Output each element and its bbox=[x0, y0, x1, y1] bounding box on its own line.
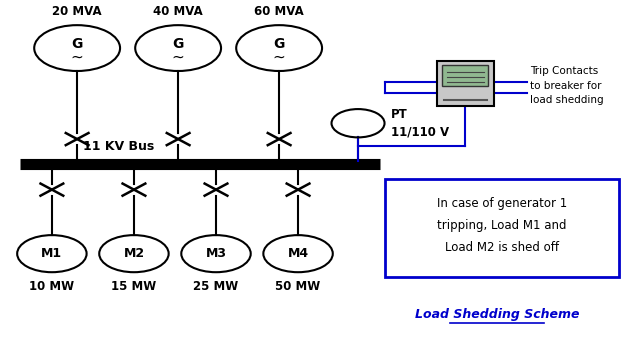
Text: ~: ~ bbox=[273, 49, 285, 64]
Text: G: G bbox=[273, 37, 285, 51]
FancyBboxPatch shape bbox=[443, 65, 488, 86]
Text: G: G bbox=[72, 37, 83, 51]
FancyBboxPatch shape bbox=[385, 178, 619, 277]
Text: ~: ~ bbox=[71, 49, 84, 64]
Text: Trip Contacts
to breaker for
load shedding: Trip Contacts to breaker for load sheddi… bbox=[530, 66, 604, 105]
FancyBboxPatch shape bbox=[437, 61, 494, 106]
Text: In case of generator 1
tripping, Load M1 and
Load M2 is shed off: In case of generator 1 tripping, Load M1… bbox=[436, 197, 567, 254]
Text: M3: M3 bbox=[205, 247, 226, 260]
Text: M2: M2 bbox=[124, 247, 145, 260]
Text: 25 MW: 25 MW bbox=[193, 280, 238, 293]
Text: 50 MW: 50 MW bbox=[275, 280, 321, 293]
Text: G: G bbox=[172, 37, 184, 51]
Text: PT
11/110 V: PT 11/110 V bbox=[391, 108, 449, 138]
Text: 40 MVA: 40 MVA bbox=[153, 5, 203, 18]
Text: M1: M1 bbox=[41, 247, 63, 260]
Text: 15 MW: 15 MW bbox=[112, 280, 157, 293]
Text: M4: M4 bbox=[287, 247, 309, 260]
Text: Load Shedding Scheme: Load Shedding Scheme bbox=[415, 308, 579, 321]
Text: 20 MVA: 20 MVA bbox=[53, 5, 102, 18]
Text: 60 MVA: 60 MVA bbox=[254, 5, 304, 18]
Text: ~: ~ bbox=[172, 49, 184, 64]
Text: 11 KV Bus: 11 KV Bus bbox=[84, 139, 155, 152]
Text: 10 MW: 10 MW bbox=[29, 280, 74, 293]
